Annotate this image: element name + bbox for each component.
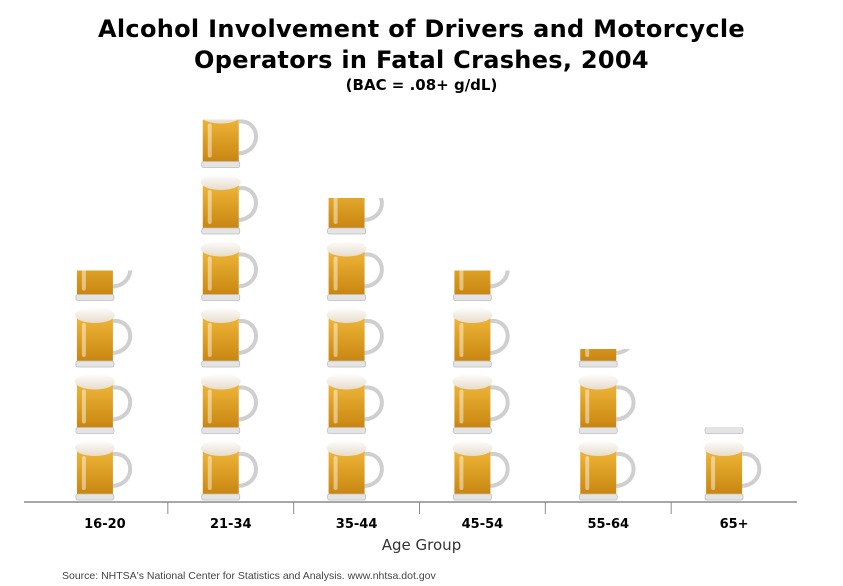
beer-mug-icon — [452, 307, 510, 368]
beer-mug-icon — [452, 440, 510, 501]
beer-mug-icon — [326, 373, 384, 434]
x-tick-label: 45-54 — [462, 517, 504, 532]
beer-mug-icon — [200, 373, 258, 434]
beer-mug-icon — [326, 240, 384, 301]
x-tick-label: 55-64 — [587, 517, 629, 532]
bar-21-34 — [200, 119, 258, 501]
beer-mug-icon — [327, 198, 384, 235]
bar-35-44 — [326, 198, 384, 501]
beer-mug-icon — [578, 349, 631, 368]
x-tick-label: 16-20 — [84, 517, 126, 532]
beer-mug-icon — [452, 373, 510, 434]
beer-mug-icon — [74, 307, 133, 368]
chart-title-line-2: Operators in Fatal Crashes, 2004 — [194, 46, 649, 74]
beer-mug-icon — [704, 427, 744, 434]
beer-mug-icon — [453, 270, 510, 301]
chart-title-line-1: Alcohol Involvement of Drivers and Motor… — [98, 15, 745, 43]
beer-mug-icon — [200, 307, 258, 368]
source-note: Source: NHTSA's National Center for Stat… — [62, 570, 436, 582]
beer-mug-icon — [578, 440, 636, 501]
beer-mug-icon — [200, 240, 258, 301]
x-tick-label: 35-44 — [336, 517, 378, 532]
x-axis-label: Age Group — [381, 536, 462, 554]
bar-16-20 — [74, 270, 133, 501]
beer-mug-icon — [200, 174, 258, 235]
beer-mug-icon — [326, 440, 384, 501]
beer-mug-icon — [74, 373, 133, 434]
x-tick-label: 65+ — [720, 517, 749, 532]
beer-mug-icon — [75, 270, 133, 301]
chart-title: Alcohol Involvement of Drivers and Motor… — [0, 14, 843, 76]
beer-mug-icon — [200, 440, 258, 501]
bar-55-64 — [578, 349, 636, 501]
beer-mug-icon — [578, 373, 636, 434]
bar-45-54 — [452, 270, 510, 501]
chart-subtitle: (BAC = .08+ g/dL) — [345, 76, 498, 94]
beer-mug-icon — [201, 119, 258, 168]
beer-mug-icon — [74, 440, 133, 501]
beer-mug-icon — [326, 307, 384, 368]
bar-65+ — [704, 427, 762, 501]
beer-mug-icon — [704, 440, 762, 501]
x-tick-label: 21-34 — [210, 517, 252, 532]
